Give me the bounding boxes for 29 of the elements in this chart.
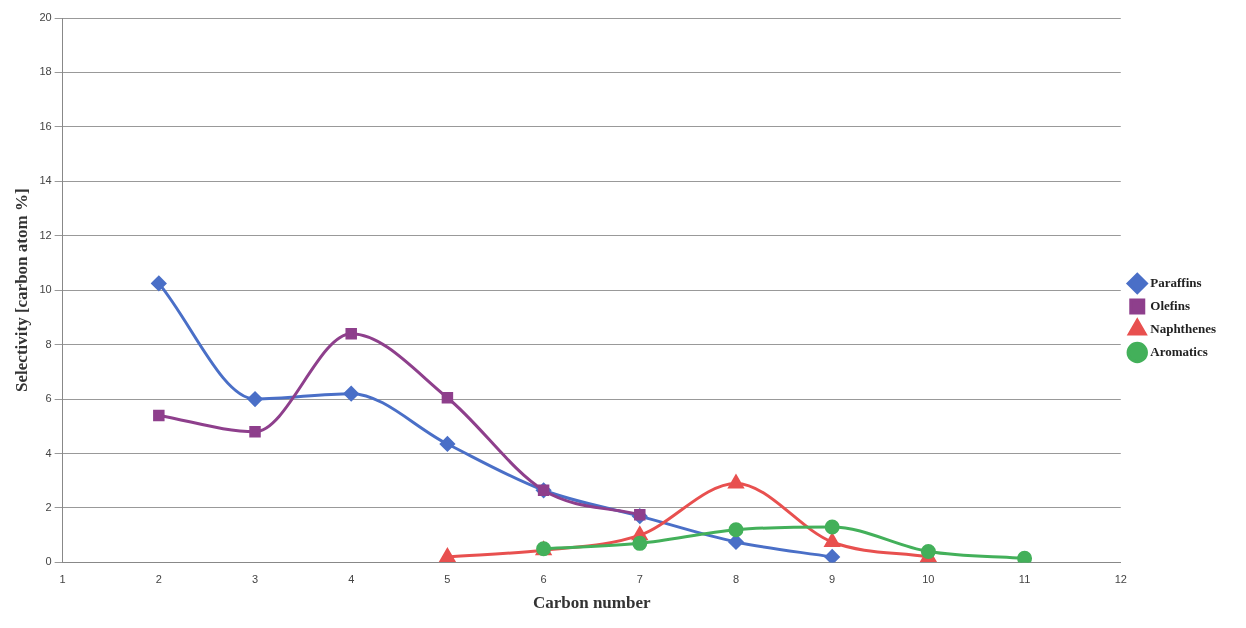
x-tick-label: 6 — [540, 573, 547, 586]
x-tick-label: 2 — [155, 573, 162, 586]
x-tick-label: 10 — [922, 573, 935, 586]
y-tick-label: 10 — [39, 283, 52, 296]
y-tick-label: 12 — [39, 228, 52, 241]
y-tick-label: 8 — [45, 337, 52, 350]
legend-label: Paraffins — [1150, 274, 1202, 290]
x-tick-label: 4 — [348, 573, 355, 586]
y-tick-label: 4 — [45, 446, 52, 459]
y-tick-label: 18 — [39, 65, 52, 78]
y-tick-label: 6 — [45, 392, 52, 405]
legend-label: Naphthenes — [1150, 320, 1217, 336]
y-tick-label: 14 — [39, 174, 52, 187]
x-tick-label: 8 — [732, 573, 740, 586]
x-tick-label: 9 — [829, 573, 836, 586]
y-tick-label: 0 — [45, 555, 52, 568]
x-tick-label: 1 — [59, 573, 66, 586]
legend-label: Olefins — [1150, 297, 1190, 313]
x-tick-label: 11 — [1018, 573, 1031, 586]
x-tick-label: 12 — [1114, 573, 1127, 586]
y-tick-label: 20 — [39, 11, 52, 24]
x-axis-title: Carbon number — [532, 593, 651, 613]
y-tick-label: 16 — [39, 119, 52, 132]
legend-label: Aromatics — [1150, 343, 1208, 359]
y-tick-label: 2 — [45, 500, 52, 513]
y-axis-title: Selectivity [carbon atom %] — [11, 188, 31, 392]
x-tick-label: 7 — [636, 573, 643, 586]
x-tick-label: 3 — [251, 573, 259, 586]
x-tick-label: 5 — [444, 573, 451, 586]
